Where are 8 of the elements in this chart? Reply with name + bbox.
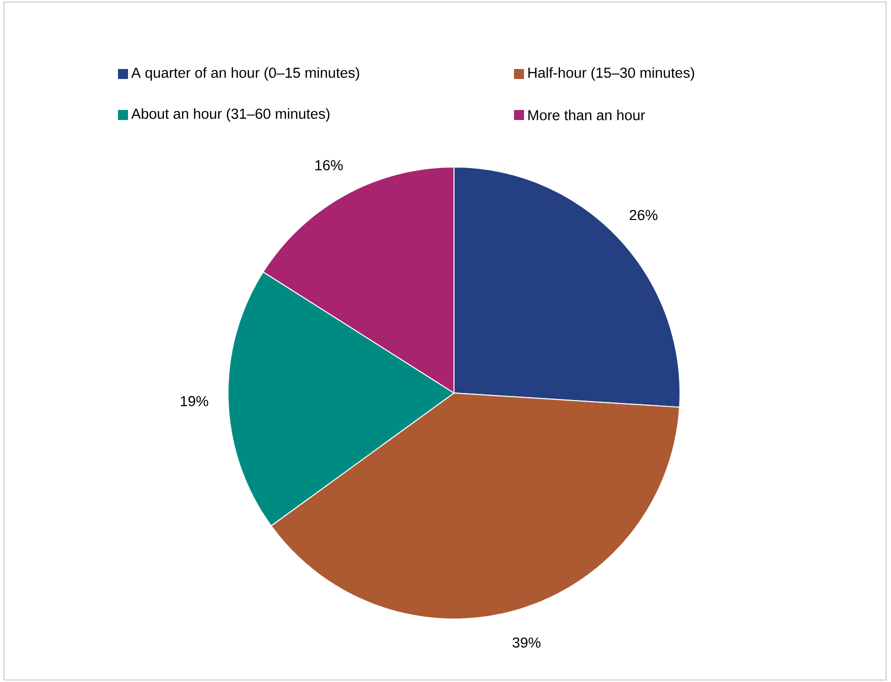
- legend-label: A quarter of an hour (0–15 minutes): [131, 67, 360, 81]
- data-label: 26%: [630, 210, 658, 220]
- legend-label: Half-hour (15–30 minutes): [528, 67, 694, 81]
- data-label: 16%: [315, 160, 343, 170]
- legend-label: More than an hour: [528, 110, 645, 120]
- data-label: 19%: [180, 396, 208, 406]
- legend-label: About an hour (31–60 minutes): [131, 108, 330, 122]
- data-label: 39%: [512, 637, 540, 648]
